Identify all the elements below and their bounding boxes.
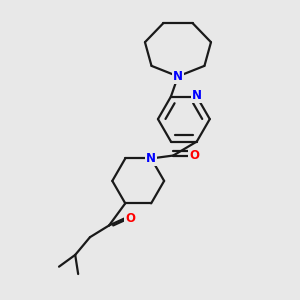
- Text: O: O: [125, 212, 135, 225]
- Text: N: N: [173, 70, 183, 83]
- Text: O: O: [189, 149, 199, 162]
- Text: N: N: [192, 89, 202, 102]
- Text: N: N: [146, 152, 156, 165]
